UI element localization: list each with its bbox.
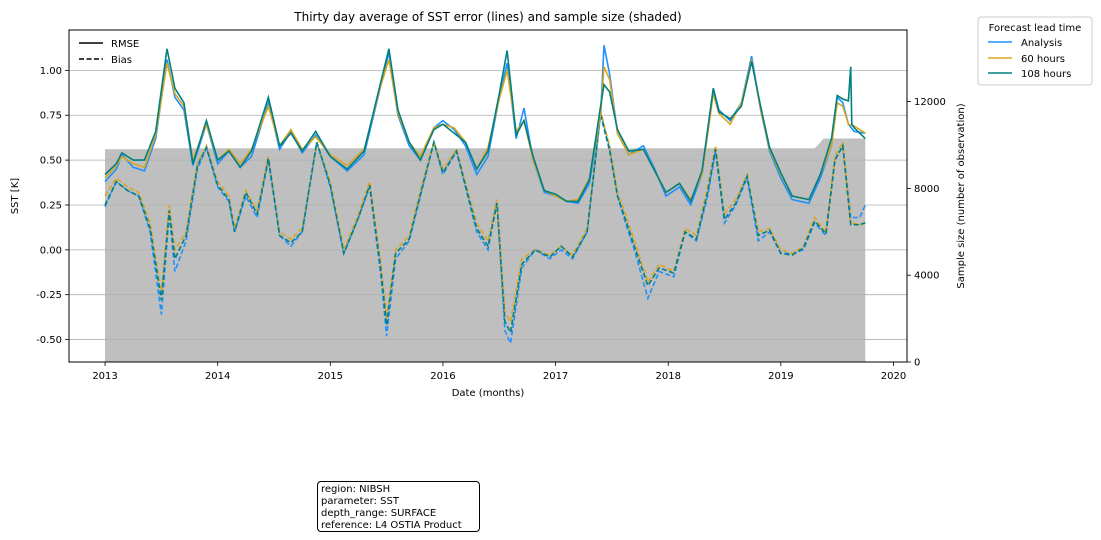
x-tick-label: 2015	[318, 371, 343, 382]
legend-60h-label: 60 hours	[1021, 54, 1065, 65]
x-axis: 2013 2014 2015 2016 2017 2018 2019 2020	[92, 362, 906, 382]
plot-area	[68, 29, 908, 363]
x-tick-label: 2020	[881, 371, 906, 382]
legend-bias-label: Bias	[111, 55, 132, 66]
y-tick-label: 0.75	[40, 111, 62, 122]
legend-108h-label: 108 hours	[1021, 69, 1071, 80]
y2-tick-label: 4000	[914, 271, 939, 282]
x-axis-label: Date (months)	[452, 388, 525, 399]
y2-tick-label: 12000	[914, 97, 946, 108]
rmse-line-2	[104, 48, 866, 204]
series-legend: Forecast lead time Analysis 60 hours 108…	[977, 16, 1093, 86]
y-axis-left: -0.50 -0.25 0.00 0.25 0.50 0.75 1.00	[36, 66, 69, 346]
info-region: region: NIBSH	[321, 484, 391, 495]
x-tick-label: 2018	[655, 371, 680, 382]
y2-tick-label: 0	[914, 358, 920, 369]
y-tick-label: -0.25	[36, 290, 62, 301]
y2-tick-label: 8000	[914, 184, 939, 195]
series-legend-title: Forecast lead time	[989, 23, 1082, 34]
y-axis-label: SST [K]	[10, 178, 21, 214]
x-tick-label: 2019	[768, 371, 793, 382]
x-tick-label: 2014	[205, 371, 230, 382]
legend-rmse-label: RMSE	[111, 39, 139, 50]
sample-size-area	[105, 138, 866, 362]
info-depth-range: depth_range: SURFACE	[321, 508, 437, 519]
y-tick-label: -0.50	[36, 335, 62, 346]
info-reference: reference: L4 OSTIA Product	[321, 520, 462, 531]
info-parameter: parameter: SST	[321, 496, 399, 507]
series-legend-frame	[977, 16, 1093, 86]
x-tick-label: 2017	[543, 371, 568, 382]
bias-line-2	[104, 113, 866, 335]
legend-analysis-label: Analysis	[1021, 38, 1062, 49]
x-tick-label: 2016	[430, 371, 455, 382]
y-axis-right: 0 4000 8000 12000	[907, 97, 946, 369]
y-tick-label: 0.50	[40, 156, 62, 167]
chart-title: Thirty day average of SST error (lines) …	[293, 10, 681, 24]
y-tick-label: 1.00	[40, 66, 62, 77]
sample-size-layer	[105, 138, 866, 362]
y-tick-label: 0.00	[40, 245, 62, 256]
x-tick-label: 2013	[92, 371, 117, 382]
y2-axis-label: Sample size (number of observation)	[956, 103, 967, 288]
info-box: region: NIBSH parameter: SST depth_range…	[317, 481, 480, 532]
style-legend: RMSE Bias	[79, 39, 139, 66]
plot-frame	[68, 29, 908, 363]
series-layer	[104, 45, 867, 347]
y-tick-label: 0.25	[40, 200, 62, 211]
